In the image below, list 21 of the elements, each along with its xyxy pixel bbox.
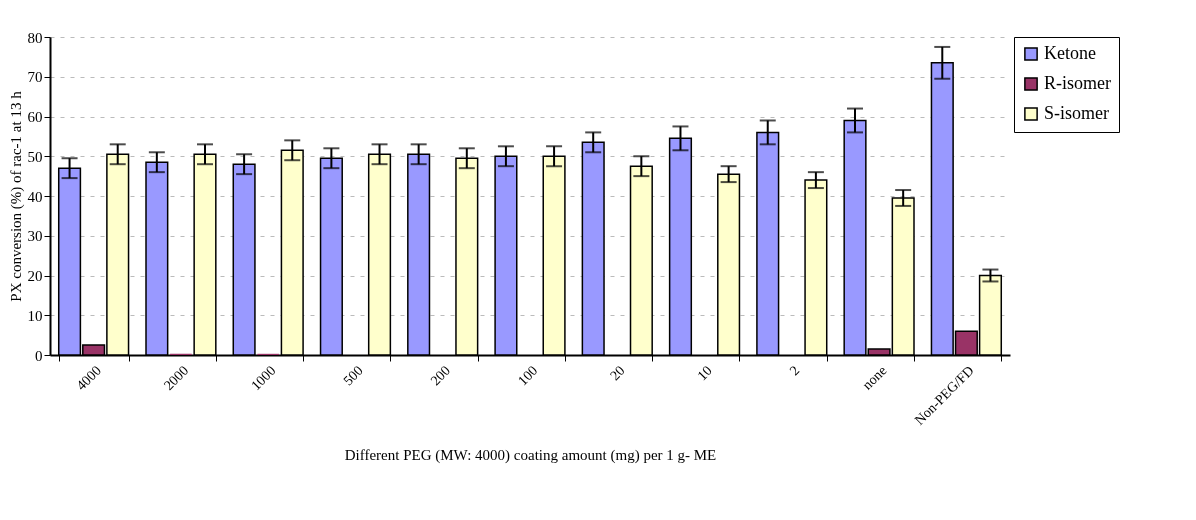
x-tick-label: 200: [427, 362, 454, 389]
x-tick-label: 20: [607, 362, 628, 384]
y-tick-label: 10: [27, 307, 43, 324]
x-tick-label: 2: [786, 362, 803, 379]
y-tick-label: 40: [27, 188, 43, 205]
x-tick-label: 10: [694, 362, 715, 384]
legend-label: Ketone: [1044, 43, 1096, 63]
y-tick-label: 50: [27, 148, 43, 165]
x-tick-label: 500: [340, 362, 366, 389]
x-tick-label: none: [859, 362, 890, 393]
y-axis-title: PX conversion (%) of rac-1 at 13 h: [7, 90, 25, 302]
y-tick-label: 30: [27, 228, 43, 245]
legend-label: S-isomer: [1044, 103, 1109, 123]
x-tick-label: 100: [514, 362, 541, 389]
x-axis-title: Different PEG (MW: 4000) coating amount (mg) per 1 g- ME: [344, 446, 717, 464]
legend-label: R-isomer: [1044, 73, 1111, 93]
y-tick-label: 20: [27, 268, 43, 284]
y-tick-label: 0: [35, 347, 43, 364]
y-tick-label: 70: [27, 69, 43, 86]
y-tick-label: 60: [27, 109, 43, 125]
y-tick-label: 80: [27, 29, 43, 46]
